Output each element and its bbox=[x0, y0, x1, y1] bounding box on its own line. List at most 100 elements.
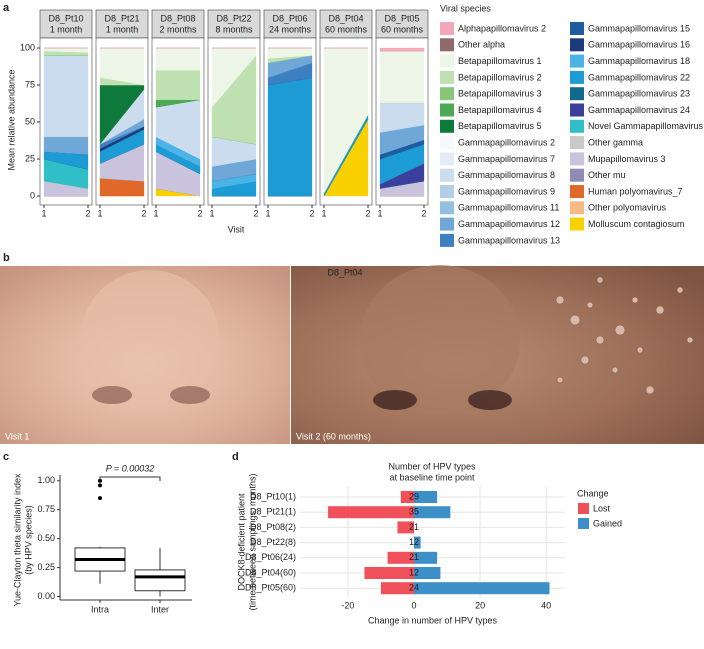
nose bbox=[80, 270, 220, 410]
legend-label: Other mu bbox=[588, 170, 626, 180]
legend-label: Betapapillomavirus 5 bbox=[458, 121, 542, 131]
legend-key bbox=[570, 22, 584, 35]
legend-label: Betapapillomavirus 2 bbox=[458, 72, 542, 82]
legend-label: Gammapapillomavirus 18 bbox=[588, 56, 690, 66]
y-tick-label: D8_Pt22(8) bbox=[250, 537, 296, 547]
chart-title: Number of HPV types bbox=[388, 461, 476, 471]
y-axis-label: DOCK8-deficient patient bbox=[236, 493, 246, 591]
x-tick-label: 2 bbox=[365, 208, 370, 218]
legend-label: Alphapapillomavirus 2 bbox=[458, 23, 546, 33]
bar bbox=[413, 491, 438, 503]
bar bbox=[380, 582, 414, 595]
legend-key bbox=[570, 217, 584, 231]
panel-label: b bbox=[3, 252, 10, 264]
y-axis-label: (by HPV species) bbox=[23, 505, 33, 575]
nostril bbox=[92, 386, 132, 404]
legend-label: Betapapillomavirus 4 bbox=[458, 105, 542, 115]
legend-label: Gained bbox=[593, 518, 622, 528]
outlier bbox=[98, 496, 102, 501]
facet-duration: 2 months bbox=[159, 24, 197, 34]
facet-duration: 1 month bbox=[50, 24, 83, 34]
legend-key bbox=[440, 119, 454, 133]
bar bbox=[413, 567, 441, 579]
legend-label: Gammapapillomavirus 23 bbox=[588, 89, 690, 99]
legend-label: Betapapillomavirus 1 bbox=[458, 56, 542, 66]
legend-key bbox=[570, 168, 584, 182]
legend-label: Molluscum contagiosum bbox=[588, 219, 685, 229]
legend-label: Other polyomavirus bbox=[588, 203, 667, 213]
p-value: P = 0.00032 bbox=[106, 463, 154, 473]
x-tick-label: Intra bbox=[91, 604, 109, 614]
facet-title: D8_Pt22 bbox=[216, 13, 251, 23]
y-tick-label: 25 bbox=[25, 153, 35, 163]
x-tick-label: 1 bbox=[265, 208, 270, 218]
y-tick-label: D8_Pt08(2) bbox=[250, 522, 296, 532]
area-segment bbox=[379, 47, 425, 52]
legend-label: Other alpha bbox=[458, 40, 505, 50]
photo-panel bbox=[0, 265, 704, 444]
bar bbox=[328, 506, 414, 519]
facet-duration: 8 months bbox=[215, 24, 253, 34]
nostril bbox=[373, 390, 417, 410]
legend-label: Gammapapillomavirus 22 bbox=[588, 72, 690, 82]
legend-key bbox=[570, 54, 584, 68]
nose bbox=[360, 265, 520, 415]
photo-caption: Visit 1 bbox=[5, 431, 29, 441]
outlier bbox=[98, 483, 102, 488]
panel-label: d bbox=[232, 451, 239, 463]
legend-key bbox=[570, 38, 584, 52]
bar bbox=[387, 551, 414, 564]
legend-label: Gammapapillomavirus 13 bbox=[458, 235, 560, 245]
legend-key bbox=[578, 518, 589, 529]
y-axis-label: Yue-Clayton theta similarity index bbox=[12, 473, 22, 607]
legend-label: Human polyomavirus_7 bbox=[588, 186, 683, 196]
facet-title: D8_Pt04 bbox=[328, 13, 363, 23]
area-segment bbox=[155, 70, 201, 100]
facet-title: D8_Pt05 bbox=[384, 13, 419, 23]
bar bbox=[413, 551, 438, 564]
area-segment bbox=[379, 50, 425, 103]
facet-duration: 60 months bbox=[381, 24, 424, 34]
y-tick-label: D8_Pt05(60) bbox=[245, 583, 296, 593]
photo-title: D8_Pt04 bbox=[327, 267, 362, 277]
legend-label: Gammapapillomavirus 7 bbox=[458, 154, 555, 164]
legend-key bbox=[570, 136, 584, 150]
x-tick-label: 1 bbox=[153, 208, 158, 218]
y-tick-label: D8_Pt21(1) bbox=[250, 507, 296, 517]
x-tick-label: Inter bbox=[151, 604, 169, 614]
baseline-count: 35 bbox=[409, 507, 419, 517]
area-segment bbox=[155, 47, 201, 71]
nostril bbox=[170, 386, 210, 404]
bar bbox=[364, 567, 414, 579]
legend-label: Gammapapillomavirus 12 bbox=[458, 219, 560, 229]
legend-key bbox=[440, 103, 454, 117]
facet-title: D8_Pt08 bbox=[160, 13, 195, 23]
legend-label: Mupapillomavirus 3 bbox=[588, 154, 666, 164]
area-segment bbox=[267, 77, 313, 197]
y-tick-label: 100 bbox=[20, 42, 35, 52]
y-tick-label: D8_Pt04(60) bbox=[245, 567, 296, 577]
x-tick-label: 0 bbox=[411, 600, 416, 610]
nostril bbox=[468, 390, 512, 410]
baseline-count: 12 bbox=[409, 537, 419, 547]
facet-strip bbox=[375, 9, 429, 39]
chart-title: at baseline time point bbox=[389, 472, 475, 482]
x-tick-label: 20 bbox=[475, 600, 485, 610]
baseline-count: 21 bbox=[409, 552, 419, 562]
legend-key bbox=[440, 217, 454, 231]
legend-key bbox=[440, 201, 454, 215]
area-segment bbox=[43, 55, 89, 137]
x-tick-label: 2 bbox=[253, 208, 258, 218]
legend-label: Lost bbox=[593, 503, 611, 513]
facet-title: D8_Pt06 bbox=[272, 13, 307, 23]
x-axis-label: Visit bbox=[228, 224, 245, 234]
y-tick-label: 1.00 bbox=[37, 475, 55, 485]
legend-key bbox=[440, 168, 454, 182]
legend-label: Gammapapillomavirus 9 bbox=[458, 186, 555, 196]
legend-key bbox=[570, 103, 584, 117]
legend-title: Change bbox=[577, 488, 609, 498]
x-tick-label: 40 bbox=[541, 600, 551, 610]
x-tick-label: 1 bbox=[377, 208, 382, 218]
legend-key bbox=[440, 22, 454, 35]
legend-key bbox=[440, 136, 454, 150]
